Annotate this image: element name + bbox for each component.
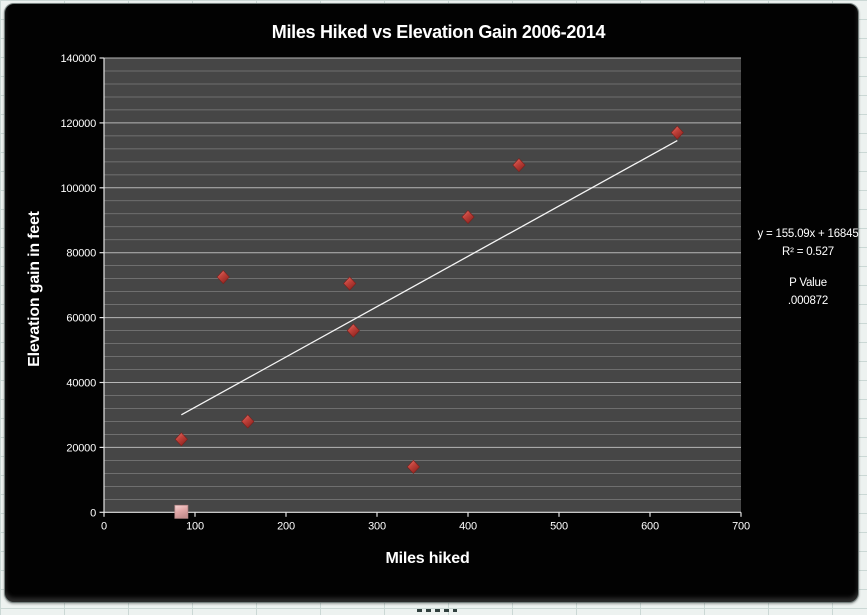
x-tick-label: 100 [186, 520, 204, 532]
x-tick-label: 400 [459, 520, 477, 532]
x-tick-label: 200 [277, 520, 295, 532]
data-point-diamond[interactable] [346, 323, 360, 338]
x-axis-title: Miles hiked [385, 550, 470, 567]
r-squared-value: R² = 0.527 [781, 246, 835, 258]
data-point-diamond[interactable] [670, 125, 684, 140]
data-point-diamond[interactable] [461, 209, 475, 225]
data-point-diamond[interactable] [241, 414, 255, 429]
data-point-diamond[interactable] [406, 459, 420, 474]
data-point-selected-square[interactable] [174, 504, 189, 519]
x-tick-label: 300 [368, 520, 386, 532]
trendline-equation: y = 155.09x + 16845 [757, 228, 859, 240]
y-tick-label: 80000 [66, 248, 96, 260]
spreadsheet-cell-marks [417, 609, 457, 612]
trendline [181, 140, 678, 416]
x-tick-label: 600 [641, 520, 659, 532]
y-tick-label: 40000 [66, 378, 96, 390]
p-value-label: P Value [789, 277, 827, 289]
data-point-diamond[interactable] [512, 158, 526, 173]
x-tick-label: 0 [101, 520, 107, 532]
x-tick-label: 700 [732, 520, 750, 532]
data-point-diamond[interactable] [216, 269, 230, 285]
y-tick-label: 0 [90, 507, 96, 519]
data-point-diamond[interactable] [174, 432, 188, 447]
data-point-diamond[interactable] [343, 276, 357, 291]
y-tick-label: 100000 [60, 183, 96, 195]
y-tick-label: 140000 [60, 53, 96, 65]
stats-annotation: y = 155.09x + 16845 R² = 0.527 P Value .… [748, 225, 867, 310]
y-tick-label: 20000 [66, 442, 96, 454]
chart-title: Miles Hiked vs Elevation Gain 2006-2014 [271, 22, 606, 42]
p-value: .000872 [787, 295, 829, 307]
y-tick-label: 60000 [66, 313, 96, 325]
y-tick-label: 120000 [60, 118, 96, 130]
plot-background [104, 58, 741, 513]
x-tick-label: 500 [550, 520, 568, 532]
